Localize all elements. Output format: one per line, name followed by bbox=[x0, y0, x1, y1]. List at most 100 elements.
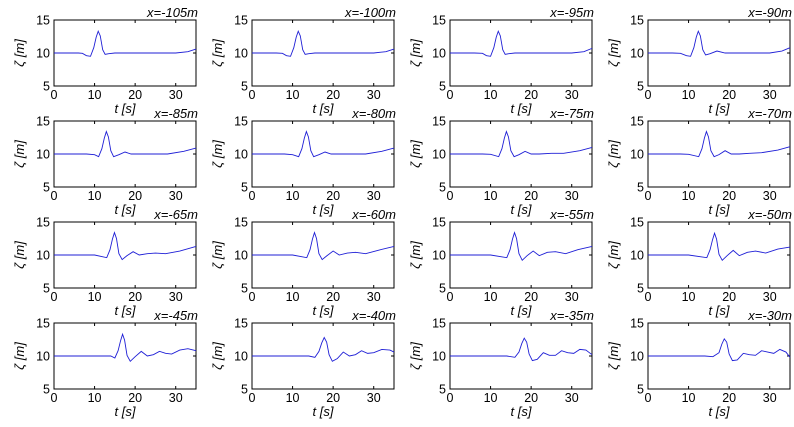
x-tick-label: 10 bbox=[88, 391, 102, 405]
x-tick-label: 0 bbox=[447, 88, 454, 102]
y-tick-label: 15 bbox=[432, 216, 446, 230]
x-tick-label: 0 bbox=[249, 88, 256, 102]
series-line bbox=[54, 130, 197, 158]
y-tick-label: 15 bbox=[234, 115, 248, 129]
x-tick-label: 0 bbox=[51, 391, 58, 405]
x-tick-label: 30 bbox=[367, 391, 381, 405]
x-tick-label: 20 bbox=[128, 189, 142, 203]
y-axis-label: ζ [m] bbox=[12, 241, 27, 269]
x-tick-label: 20 bbox=[326, 391, 340, 405]
subplot-title: x=-40m bbox=[351, 308, 396, 323]
x-tick-label: 10 bbox=[286, 290, 300, 304]
subplot-4: 0 10 20 30 5 10 15 x=-90m t [s] ζ [m] bbox=[606, 5, 792, 116]
y-tick-label: 5 bbox=[43, 181, 50, 195]
series-line bbox=[648, 337, 791, 362]
subplot-title: x=-90m bbox=[747, 5, 792, 20]
x-tick-label: 0 bbox=[249, 391, 256, 405]
series-line bbox=[648, 130, 791, 158]
series-line bbox=[450, 337, 593, 362]
subplot-9: 0 10 20 30 5 10 15 x=-65m t [s] ζ [m] bbox=[12, 207, 198, 318]
y-axis-label: ζ [m] bbox=[12, 39, 27, 67]
y-tick-label: 15 bbox=[630, 14, 644, 28]
x-tick-label: 30 bbox=[763, 88, 777, 102]
y-tick-label: 15 bbox=[234, 216, 248, 230]
x-tick-label: 30 bbox=[169, 88, 183, 102]
y-tick-label: 15 bbox=[36, 115, 50, 129]
subplot-11: 0 10 20 30 5 10 15 x=-55m t [s] ζ [m] bbox=[408, 207, 594, 318]
x-tick-label: 0 bbox=[645, 391, 652, 405]
x-tick-label: 20 bbox=[524, 391, 538, 405]
subplot-title: x=-95m bbox=[549, 5, 594, 20]
y-tick-label: 10 bbox=[630, 148, 644, 162]
y-axis-label: ζ [m] bbox=[12, 342, 27, 370]
y-tick-label: 10 bbox=[36, 350, 50, 364]
x-tick-label: 20 bbox=[722, 290, 736, 304]
subplot-title: x=-65m bbox=[153, 207, 198, 222]
y-axis-label: ζ [m] bbox=[210, 342, 225, 370]
x-tick-label: 30 bbox=[169, 391, 183, 405]
subplot-title: x=-55m bbox=[549, 207, 594, 222]
y-axis-label: ζ [m] bbox=[408, 39, 423, 67]
x-tick-label: 10 bbox=[286, 189, 300, 203]
x-tick-label: 0 bbox=[51, 88, 58, 102]
y-tick-label: 15 bbox=[432, 14, 446, 28]
y-tick-label: 10 bbox=[630, 47, 644, 61]
x-axis-label: t [s] bbox=[313, 303, 334, 318]
x-tick-label: 10 bbox=[88, 189, 102, 203]
x-tick-label: 30 bbox=[367, 88, 381, 102]
x-axis-label: t [s] bbox=[313, 101, 334, 116]
x-tick-label: 30 bbox=[763, 189, 777, 203]
series-line bbox=[450, 130, 593, 158]
subplot-13: 0 10 20 30 5 10 15 x=-45m t [s] ζ [m] bbox=[12, 308, 198, 419]
x-axis-label: t [s] bbox=[709, 404, 730, 419]
x-tick-label: 10 bbox=[286, 88, 300, 102]
x-axis-label: t [s] bbox=[115, 404, 136, 419]
y-tick-label: 10 bbox=[432, 47, 446, 61]
x-tick-label: 30 bbox=[763, 391, 777, 405]
y-tick-label: 15 bbox=[630, 317, 644, 331]
x-axis-label: t [s] bbox=[115, 303, 136, 318]
y-tick-label: 5 bbox=[637, 181, 644, 195]
x-tick-label: 30 bbox=[169, 189, 183, 203]
subplot-5: 0 10 20 30 5 10 15 x=-85m t [s] ζ [m] bbox=[12, 106, 198, 217]
x-axis-label: t [s] bbox=[313, 202, 334, 217]
x-tick-label: 20 bbox=[128, 290, 142, 304]
subplot-10: 0 10 20 30 5 10 15 x=-60m t [s] ζ [m] bbox=[210, 207, 396, 318]
y-tick-label: 5 bbox=[241, 80, 248, 94]
x-tick-label: 10 bbox=[484, 88, 498, 102]
y-tick-label: 15 bbox=[234, 14, 248, 28]
x-tick-label: 20 bbox=[326, 290, 340, 304]
subplot-title: x=-85m bbox=[153, 106, 198, 121]
subplot-1: 0 10 20 30 5 10 15 x=-105m t [s] ζ [m] bbox=[12, 5, 198, 116]
subplot-6: 0 10 20 30 5 10 15 x=-80m t [s] ζ [m] bbox=[210, 106, 396, 217]
y-tick-label: 5 bbox=[637, 80, 644, 94]
y-tick-label: 5 bbox=[241, 383, 248, 397]
x-tick-label: 0 bbox=[645, 189, 652, 203]
y-axis-label: ζ [m] bbox=[408, 342, 423, 370]
y-tick-label: 5 bbox=[439, 80, 446, 94]
x-tick-label: 30 bbox=[367, 189, 381, 203]
y-axis-label: ζ [m] bbox=[606, 241, 621, 269]
y-tick-label: 10 bbox=[630, 350, 644, 364]
x-axis-label: t [s] bbox=[511, 404, 532, 419]
x-tick-label: 30 bbox=[565, 290, 579, 304]
subplot-title: x=-30m bbox=[747, 308, 792, 323]
series-line bbox=[54, 332, 197, 363]
y-tick-label: 5 bbox=[439, 181, 446, 195]
x-axis-label: t [s] bbox=[511, 202, 532, 217]
x-tick-label: 0 bbox=[51, 290, 58, 304]
x-axis-label: t [s] bbox=[511, 303, 532, 318]
series-line bbox=[648, 29, 791, 57]
x-tick-label: 20 bbox=[722, 88, 736, 102]
y-tick-label: 10 bbox=[36, 249, 50, 263]
x-tick-label: 0 bbox=[447, 290, 454, 304]
x-tick-label: 10 bbox=[682, 88, 696, 102]
subplot-title: x=-50m bbox=[747, 207, 792, 222]
x-tick-label: 10 bbox=[484, 189, 498, 203]
x-tick-label: 20 bbox=[326, 88, 340, 102]
y-axis-label: ζ [m] bbox=[408, 140, 423, 168]
y-tick-label: 5 bbox=[637, 383, 644, 397]
subplot-title: x=-105m bbox=[146, 5, 198, 20]
y-axis-label: ζ [m] bbox=[606, 39, 621, 67]
y-tick-label: 10 bbox=[234, 249, 248, 263]
